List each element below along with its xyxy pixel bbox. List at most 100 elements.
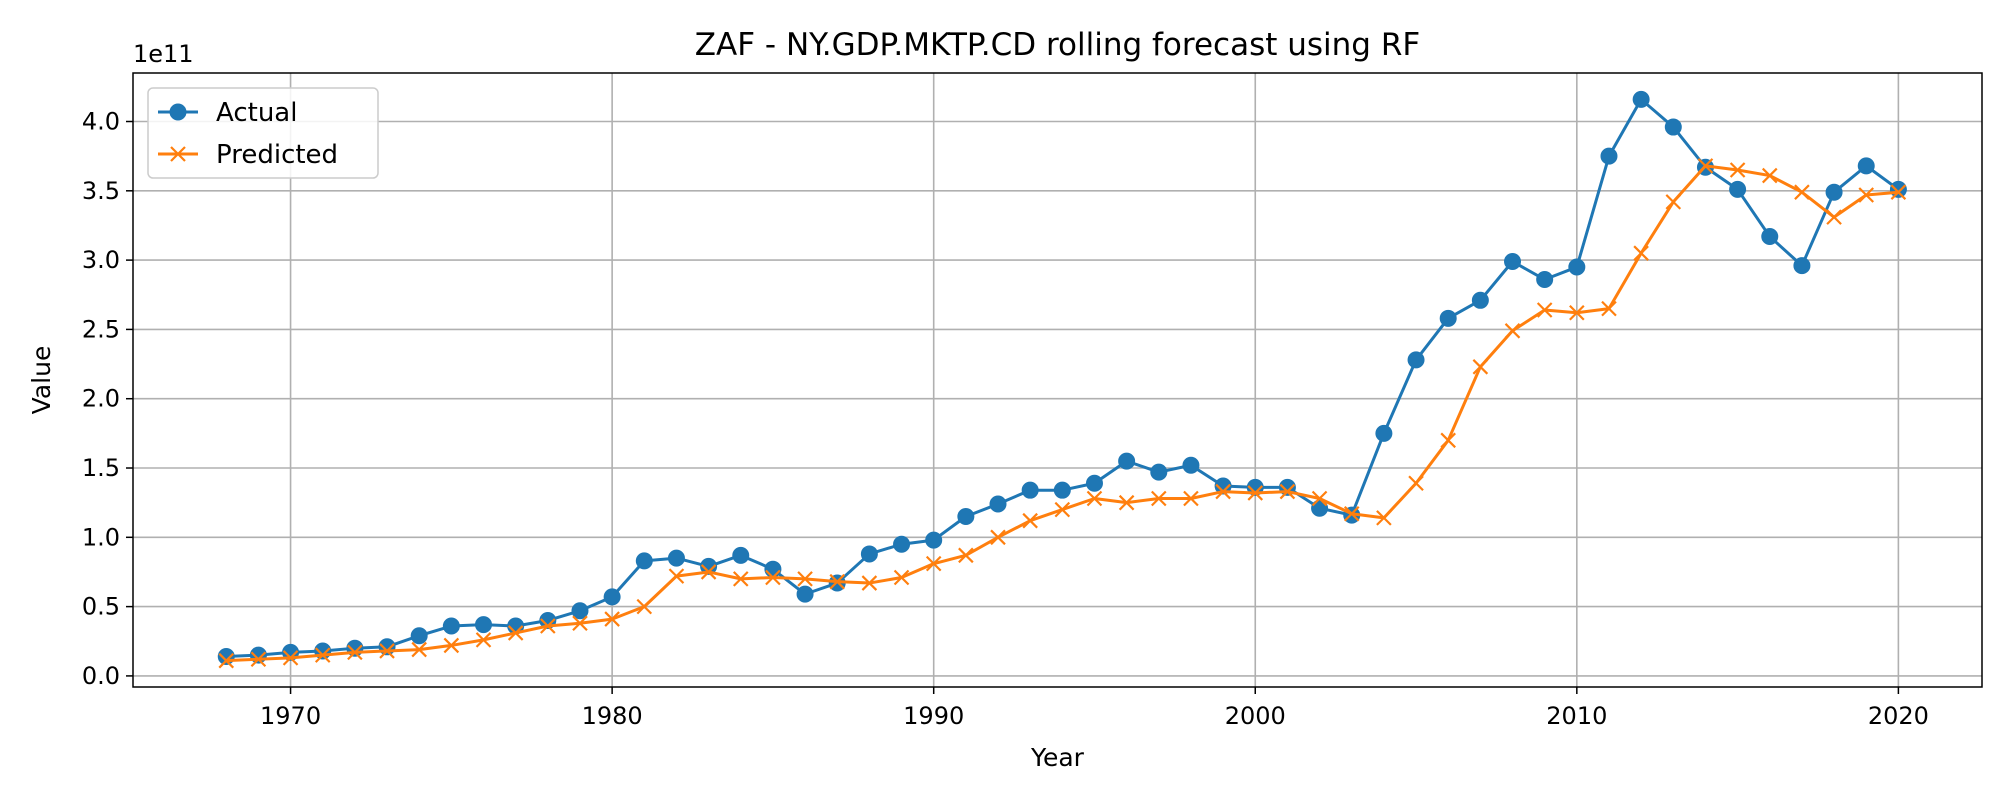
data-point-actual [1889,180,1907,198]
data-point-predicted [1022,512,1038,529]
data-point-predicted [1890,184,1907,200]
data-point-predicted [314,647,331,663]
y-tick-label: 3.5 [82,177,120,205]
data-point-predicted [347,644,363,661]
data-point-actual [1729,180,1747,198]
chart-title: ZAF - NY.GDP.MKTP.CD rolling forecast us… [695,27,1420,63]
data-point-actual [860,545,878,563]
data-point-predicted [572,615,588,632]
data-point-actual [410,627,428,645]
x-tick-label: 2020 [1868,702,1929,730]
data-point-predicted [1601,300,1617,317]
data-point-predicted [1633,245,1649,261]
data-point-actual [1600,147,1618,165]
data-point-predicted [1697,158,1714,174]
data-point-predicted [1151,490,1167,507]
data-point-actual [1182,456,1200,474]
data-point-predicted [1440,432,1456,449]
legend: Actual Predicted [147,87,379,179]
data-point-actual [796,585,814,603]
data-point-actual [667,549,685,567]
data-point-actual [1150,463,1168,481]
series-layer [217,90,1907,669]
data-point-predicted [540,618,556,634]
plot-frame [132,72,1983,688]
data-point-actual [925,531,943,549]
legend-marker [169,103,187,121]
data-point-predicted [1086,490,1103,507]
legend-item-predicted: Predicted [158,140,338,170]
data-point-actual [475,616,493,634]
y-axis-label: Value [27,346,56,415]
data-point-predicted [1343,505,1360,522]
data-point-actual [1214,477,1232,495]
data-point-actual [1053,481,1071,499]
data-point-actual [442,617,460,635]
data-point-predicted [1472,359,1489,375]
data-point-actual [1471,291,1489,309]
data-point-actual [1793,257,1811,275]
y-tick-label: 2.0 [82,385,120,413]
x-tick-label: 2010 [1546,702,1607,730]
data-point-actual [700,557,718,575]
data-point-predicted [700,564,717,580]
data-point-predicted [990,529,1006,546]
data-point-actual [603,588,621,606]
data-point-predicted [411,641,427,658]
data-point-actual [893,535,911,553]
y-tick-label: 4.0 [82,108,120,136]
data-point-predicted [1311,490,1328,507]
data-point-predicted [1376,510,1392,526]
grid-lines [133,73,1982,687]
data-point-actual [1632,90,1650,108]
data-point-actual [1085,474,1103,492]
data-point-predicted [1826,209,1842,225]
x-tick-label: 1990 [903,702,964,730]
data-point-actual [1407,351,1425,369]
data-point-actual [1118,452,1136,470]
y-axis-offset-text: 1e11 [133,40,194,68]
data-point-predicted [1761,167,1778,184]
data-point-predicted [1215,483,1231,500]
legend-label: Predicted [216,140,338,170]
y-tick-label: 1.5 [82,454,120,482]
data-point-predicted [925,555,942,572]
data-point-predicted [861,575,878,591]
data-point-predicted [1247,485,1264,501]
y-tick-label: 1.0 [82,523,120,551]
data-point-predicted [1569,305,1585,321]
data-point-actual [1536,271,1554,289]
legend-marker [170,146,186,162]
data-point-actual [989,495,1007,513]
legend-box [147,87,379,179]
legend-item-actual: Actual [158,98,297,128]
axis-ticks: 1970 1980 1990 2000 2010 2020 0.0 0.5 1.0 1.5 2.0 2… [82,108,1929,730]
data-point-predicted [636,598,653,615]
data-point-predicted [1536,302,1553,318]
y-tick-label: 3.0 [82,246,120,274]
x-tick-label: 1970 [260,702,321,730]
data-point-actual [1311,499,1329,517]
data-point-actual [1825,183,1843,201]
x-axis-label: Year [1030,743,1085,772]
data-point-predicted [732,571,749,587]
data-point-actual [1439,309,1457,327]
data-point-actual [1375,424,1393,442]
data-point-actual [1857,157,1875,175]
data-point-predicted [282,650,299,666]
data-point-predicted [797,571,813,587]
data-point-predicted [1118,494,1135,511]
data-point-predicted [218,652,235,669]
data-point-predicted [443,637,460,654]
data-point-predicted [1794,184,1810,200]
y-tick-label: 2.5 [82,315,120,343]
data-point-predicted [829,573,846,590]
data-point-actual [764,560,782,578]
data-point-predicted [507,625,524,641]
data-point-actual [1504,252,1522,270]
data-point-predicted [668,568,685,584]
data-point-predicted [475,632,492,648]
data-point-predicted [958,547,974,564]
data-point-predicted [250,651,267,668]
